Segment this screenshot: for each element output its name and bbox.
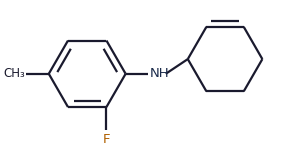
- Text: F: F: [103, 133, 110, 146]
- Text: NH: NH: [149, 67, 169, 80]
- Text: CH₃: CH₃: [3, 67, 25, 80]
